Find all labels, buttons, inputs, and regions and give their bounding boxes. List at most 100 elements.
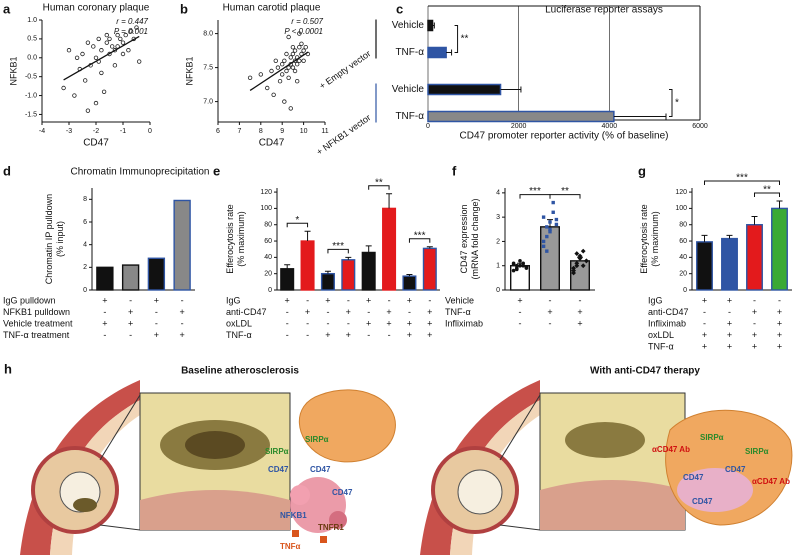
y-tick-label: 0 (496, 287, 500, 294)
y-axis-label: CD47 expression (459, 204, 469, 273)
point (66, 48, 72, 53)
point (104, 40, 109, 45)
bar (361, 251, 376, 291)
y-tick-label: 40 (264, 254, 272, 261)
plaque (73, 498, 97, 512)
y-tick-label: 0.5 (27, 36, 37, 43)
y-tick-label: 8 (83, 196, 87, 203)
point (288, 106, 293, 111)
error-bar (776, 200, 783, 209)
y-tick-label: 20 (264, 271, 272, 278)
condition-mark: + (727, 318, 732, 328)
point (112, 63, 118, 68)
condition-mark: - (181, 295, 184, 305)
media (540, 480, 685, 530)
x-tick-label: 9 (280, 128, 284, 135)
condition-label: IgG pulldown (3, 295, 56, 305)
condition-mark: - (367, 307, 370, 317)
bar (96, 266, 114, 291)
y-tick-label: 2 (496, 238, 500, 245)
y-tick-label: 7.0 (203, 98, 213, 105)
error-bar (446, 49, 453, 56)
condition-mark: - (519, 318, 522, 328)
condition-mark: + (577, 318, 582, 328)
condition-mark: - (549, 318, 552, 328)
condition-mark: - (753, 295, 756, 305)
error-bar (406, 273, 413, 277)
bar (540, 226, 561, 291)
category-label: Vehicle (392, 20, 425, 31)
point (280, 72, 285, 77)
significance-bracket (408, 238, 431, 243)
condition-mark: - (326, 318, 329, 328)
x-tick-label: 8 (259, 128, 263, 135)
fit-line (63, 35, 140, 81)
condition-mark: - (579, 295, 582, 305)
condition-mark: + (727, 330, 732, 340)
significance-bracket (327, 248, 349, 254)
point (109, 44, 115, 49)
panel-letter: g (638, 163, 646, 178)
label: αCD47 Ab (652, 445, 690, 454)
point (120, 51, 126, 57)
y-tick-label: 80 (264, 222, 272, 229)
panel-letter: f (452, 163, 457, 178)
necrotic-core (185, 431, 245, 459)
condition-mark: + (102, 318, 107, 328)
point (580, 248, 586, 254)
y-tick-label: 100 (675, 205, 687, 212)
point (286, 75, 291, 80)
y-tick-label: 7.5 (203, 64, 213, 71)
point (136, 59, 142, 64)
point (93, 55, 99, 60)
panel-letter: e (213, 163, 220, 178)
y-tick-label: 80 (679, 222, 687, 229)
significance-bracket (754, 192, 780, 198)
point (275, 65, 281, 70)
bar (402, 275, 417, 291)
point (99, 48, 104, 53)
condition-mark: - (129, 295, 132, 305)
label: NFKB1 (280, 511, 307, 520)
point (258, 72, 263, 77)
condition-mark: - (703, 318, 706, 328)
bar (427, 110, 615, 123)
x-axis-label: CD47 promoter reporter activity (% of ba… (460, 131, 669, 142)
condition-mark: + (752, 341, 757, 351)
error-bar (751, 216, 758, 225)
bar (320, 272, 335, 291)
condition-mark: - (753, 318, 756, 328)
condition-mark: - (408, 307, 411, 317)
point (290, 51, 296, 57)
point (548, 220, 552, 224)
y-tick-label: 1.0 (27, 17, 37, 24)
condition-mark: - (306, 330, 309, 340)
error-bar (426, 246, 433, 249)
condition-mark: - (326, 307, 329, 317)
point (277, 78, 283, 84)
label: CD47 (683, 473, 704, 482)
y-tick-label: 100 (260, 205, 272, 212)
y-tick-label: 8.0 (203, 30, 213, 37)
condition-mark: + (777, 307, 782, 317)
bar (173, 199, 191, 291)
condition-label: NFKB1 pulldown (3, 307, 70, 317)
condition-mark: - (347, 295, 350, 305)
y-tick-label: 6 (83, 219, 87, 226)
condition-mark: + (407, 318, 412, 328)
condition-mark: - (388, 330, 391, 340)
condition-label: TNF-α treatment (3, 330, 70, 340)
lumen (457, 469, 503, 515)
condition-label: anti-CD47 (226, 307, 267, 317)
condition-mark: + (702, 295, 707, 305)
necrotic-core (565, 422, 645, 458)
point (580, 263, 586, 269)
condition-mark: + (346, 307, 351, 317)
point (273, 58, 278, 63)
error-bar (701, 234, 708, 242)
point (299, 41, 304, 46)
condition-mark: + (727, 341, 732, 351)
bar (771, 207, 788, 291)
point (541, 215, 546, 219)
category-label: TNF-α (395, 111, 424, 122)
